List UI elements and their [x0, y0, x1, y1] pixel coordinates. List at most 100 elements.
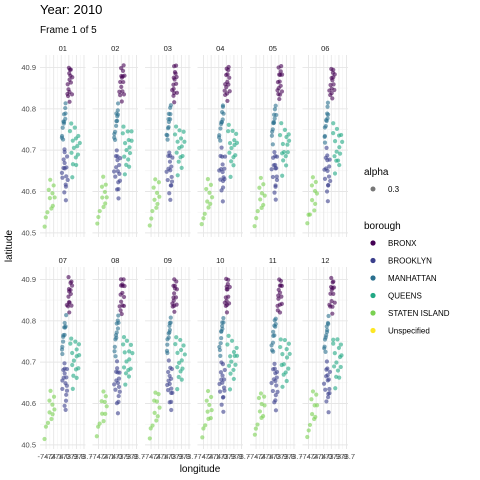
data-point — [224, 284, 229, 289]
data-point — [280, 351, 285, 357]
data-point — [274, 177, 280, 183]
legend-key-bronx — [370, 240, 376, 246]
data-point — [154, 190, 160, 195]
data-point — [64, 313, 69, 318]
facet-label: 11 — [269, 256, 277, 265]
data-point — [117, 89, 122, 94]
data-point — [70, 75, 75, 80]
data-point — [166, 119, 172, 125]
data-point — [219, 328, 224, 334]
y-tick-label: 40.9 — [21, 63, 36, 72]
data-point — [68, 80, 73, 85]
data-point — [225, 98, 230, 104]
data-point — [166, 358, 171, 363]
data-point — [226, 82, 231, 87]
data-point — [148, 426, 153, 431]
data-point — [231, 163, 236, 168]
data-point — [103, 411, 108, 416]
data-point — [168, 320, 173, 325]
facet-panel-02: 02 — [92, 44, 138, 237]
data-point — [61, 165, 66, 171]
x-tick-label: -74.2 — [248, 452, 265, 461]
data-point — [121, 365, 127, 370]
data-point — [165, 342, 170, 347]
data-point — [149, 216, 154, 221]
data-point — [284, 378, 289, 384]
data-point — [124, 147, 129, 153]
data-point — [114, 165, 119, 170]
data-point — [332, 87, 337, 93]
data-point — [273, 393, 278, 398]
data-point — [286, 138, 292, 143]
data-point — [171, 283, 176, 288]
data-point — [42, 436, 47, 442]
data-point — [64, 174, 69, 179]
data-point — [322, 133, 328, 139]
data-point — [224, 91, 230, 96]
data-point — [279, 89, 285, 94]
data-point — [331, 341, 336, 346]
data-point — [62, 119, 67, 124]
data-point — [273, 398, 278, 403]
data-point — [62, 371, 67, 376]
data-point — [67, 71, 72, 76]
data-point — [47, 398, 52, 403]
data-point — [340, 139, 345, 145]
data-point — [48, 177, 53, 182]
data-point — [169, 179, 175, 184]
data-point — [228, 371, 233, 376]
data-point — [116, 399, 121, 404]
data-point — [103, 394, 108, 399]
x-tick-label: -74.0 — [315, 452, 332, 461]
facet-panel-08: 08 — [92, 256, 138, 449]
data-point — [166, 166, 171, 171]
data-point — [329, 299, 334, 304]
data-point — [166, 378, 171, 383]
legend-label: BRONX — [388, 239, 417, 248]
data-point — [335, 337, 340, 342]
data-point — [272, 333, 277, 338]
data-point — [325, 153, 330, 158]
data-point — [332, 154, 337, 159]
data-point — [233, 362, 238, 367]
data-point — [271, 120, 277, 126]
data-point — [331, 285, 337, 290]
x-tick-label: -73.7 — [180, 452, 197, 461]
x-tick-label: -74.1 — [45, 452, 62, 461]
data-point — [70, 162, 76, 167]
data-point — [114, 148, 119, 153]
data-point — [322, 344, 327, 349]
data-point — [332, 300, 337, 305]
data-point — [329, 75, 334, 81]
data-point — [169, 174, 174, 180]
facet-label: 04 — [216, 44, 224, 53]
data-point — [222, 154, 228, 159]
data-point — [171, 82, 176, 87]
x-tick-label: -74.2 — [195, 452, 212, 461]
data-point — [278, 83, 283, 88]
data-point — [76, 133, 81, 139]
data-point — [115, 366, 120, 371]
data-point — [229, 145, 234, 151]
data-point — [46, 187, 51, 192]
data-point — [71, 358, 77, 363]
data-point — [323, 349, 328, 354]
data-point — [259, 191, 265, 196]
data-point — [222, 166, 227, 171]
data-point — [234, 353, 240, 358]
data-point — [208, 182, 214, 187]
data-point — [274, 154, 280, 159]
data-point — [306, 428, 311, 433]
data-point — [325, 112, 331, 117]
data-point — [130, 351, 135, 356]
x-tick-label: -74.2 — [90, 452, 107, 461]
data-point — [112, 344, 117, 349]
data-point — [217, 168, 222, 173]
data-point — [334, 360, 339, 365]
data-point — [48, 388, 53, 394]
x-tick-label: -74.0 — [158, 452, 175, 461]
data-point — [227, 141, 233, 146]
data-point — [322, 167, 327, 172]
data-point — [51, 394, 57, 399]
data-point — [220, 199, 225, 204]
